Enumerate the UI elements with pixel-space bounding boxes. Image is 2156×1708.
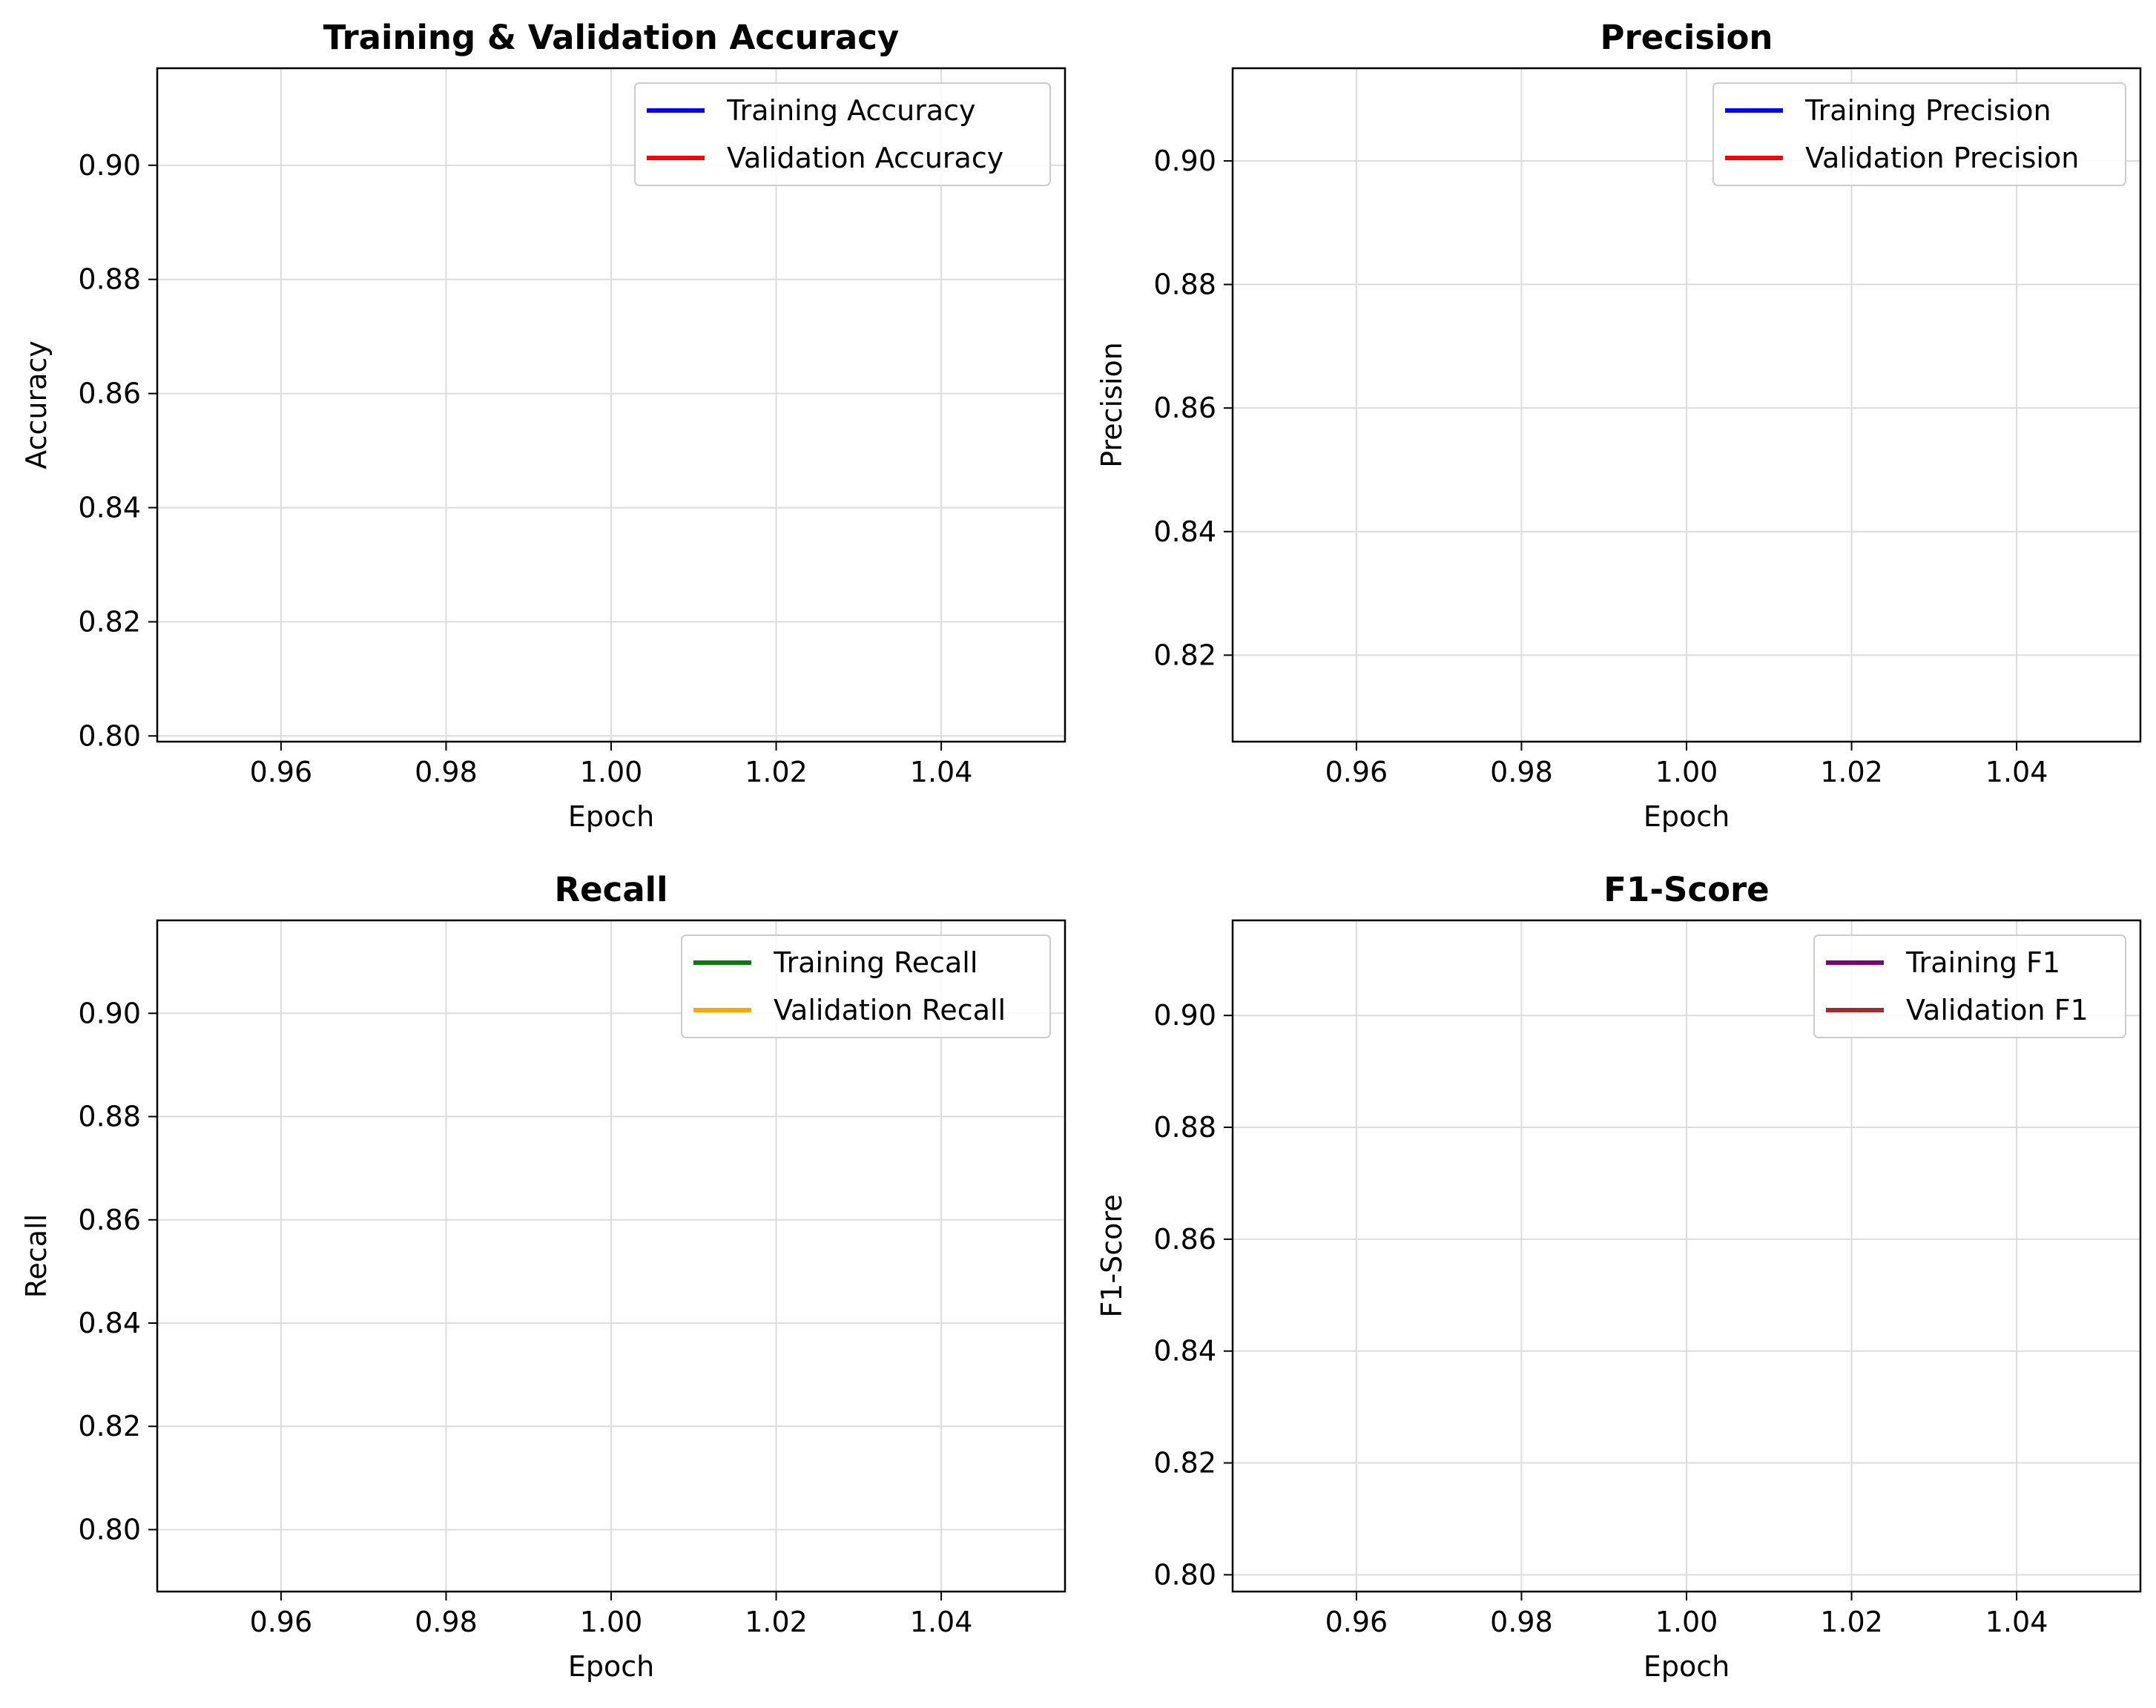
x-axis-label: Epoch (1644, 1650, 1730, 1683)
y-axis-label: Recall (20, 1214, 53, 1298)
chart-title: Precision (1600, 18, 1773, 57)
y-tick-label: 0.88 (78, 263, 141, 296)
legend: Training Precision Validation Precision (1712, 82, 2126, 186)
y-tick-label: 0.82 (78, 605, 141, 638)
legend: Training Accuracy Validation Accuracy (634, 82, 1051, 186)
x-tick-label: 0.98 (1490, 1606, 1553, 1638)
legend-box (634, 82, 1051, 186)
x-tick-label: 1.00 (1655, 1606, 1718, 1638)
x-tick-label: 0.96 (250, 1606, 313, 1638)
y-tick-label: 0.86 (1153, 1223, 1216, 1256)
legend-label: Training F1 (1905, 946, 2060, 979)
chart-title: Training & Validation Accuracy (323, 18, 900, 57)
y-tick-label: 0.82 (78, 1410, 141, 1442)
y-tick-label: 0.80 (78, 1513, 141, 1546)
x-tick-label: 0.98 (1490, 756, 1553, 788)
chart-title: Recall (554, 870, 667, 909)
x-axis-label: Epoch (568, 1650, 654, 1683)
legend-label: Training Recall (773, 946, 978, 979)
y-tick-label: 0.90 (1153, 999, 1216, 1032)
y-tick-label: 0.84 (1153, 1335, 1216, 1368)
x-tick-label: 0.96 (1325, 756, 1388, 788)
x-tick-label: 0.96 (250, 756, 313, 788)
x-tick-label: 0.98 (415, 756, 478, 788)
y-tick-label: 0.86 (78, 1204, 141, 1236)
legend-label: Validation Precision (1805, 142, 2079, 174)
y-tick-label: 0.88 (78, 1101, 141, 1133)
legend-label: Validation Accuracy (727, 142, 1003, 174)
x-axis-label: Epoch (1644, 800, 1730, 833)
chart-panel-2: 0.96 0.98 1.00 1.02 1.04 0.82 0.84 0.86 0.88 0.90… (1095, 18, 2142, 833)
y-tick-label: 0.84 (78, 492, 141, 524)
chart-panel-3: 0.96 0.98 1.00 1.02 1.04 0.80 0.82 0.84 0.86 0.88… (20, 870, 1067, 1683)
y-tick-label: 0.80 (78, 719, 141, 752)
x-tick-label: 1.02 (1820, 756, 1883, 788)
y-tick-label: 0.86 (1153, 392, 1216, 424)
y-axis-label: F1-Score (1095, 1194, 1128, 1317)
chart-title: F1-Score (1603, 870, 1769, 909)
y-tick-label: 0.86 (78, 377, 141, 410)
legend-label: Validation Recall (774, 994, 1006, 1026)
x-tick-label: 1.02 (1820, 1606, 1883, 1638)
y-tick-label: 0.90 (78, 149, 141, 182)
x-tick-label: 0.98 (415, 1606, 478, 1638)
y-axis-label: Precision (1095, 342, 1128, 468)
x-tick-label: 1.04 (910, 756, 973, 788)
y-tick-label: 0.84 (1153, 515, 1216, 548)
x-axis-label: Epoch (568, 800, 654, 833)
y-tick-label: 0.82 (1153, 639, 1216, 671)
x-tick-label: 1.00 (1655, 756, 1718, 788)
legend-box (1712, 82, 2126, 186)
x-tick-label: 1.00 (580, 1606, 643, 1638)
y-axis-label: Accuracy (20, 340, 53, 469)
y-tick-label: 0.88 (1153, 1111, 1216, 1144)
chart-panel-4: 0.96 0.98 1.00 1.02 1.04 0.80 0.82 0.84 0.86 0.88… (1095, 870, 2142, 1683)
y-tick-label: 0.82 (1153, 1447, 1216, 1480)
y-tick-label: 0.80 (1153, 1558, 1216, 1591)
x-tick-label: 1.04 (1985, 756, 2048, 788)
legend-box (681, 934, 1051, 1038)
chart-panel-1: 0.96 0.98 1.00 1.02 1.04 0.80 0.82 0.84 0.86 0.88… (20, 18, 1067, 833)
x-tick-label: 1.02 (745, 1606, 808, 1638)
y-tick-label: 0.90 (78, 997, 141, 1029)
x-tick-label: 1.02 (745, 756, 808, 788)
x-tick-label: 1.04 (910, 1606, 973, 1638)
legend-label: Validation F1 (1906, 994, 2089, 1026)
x-tick-label: 1.00 (580, 756, 643, 788)
legend-label: Training Accuracy (726, 94, 976, 127)
legend: Training F1 Validation F1 (1813, 934, 2126, 1038)
y-tick-label: 0.84 (78, 1307, 141, 1339)
y-tick-label: 0.90 (1153, 145, 1216, 177)
x-tick-label: 0.96 (1325, 1606, 1388, 1638)
x-tick-label: 1.04 (1985, 1606, 2048, 1638)
legend: Training Recall Validation Recall (681, 934, 1051, 1038)
legend-label: Training Precision (1804, 94, 2051, 127)
legend-box (1813, 934, 2126, 1038)
y-tick-label: 0.88 (1153, 268, 1216, 301)
